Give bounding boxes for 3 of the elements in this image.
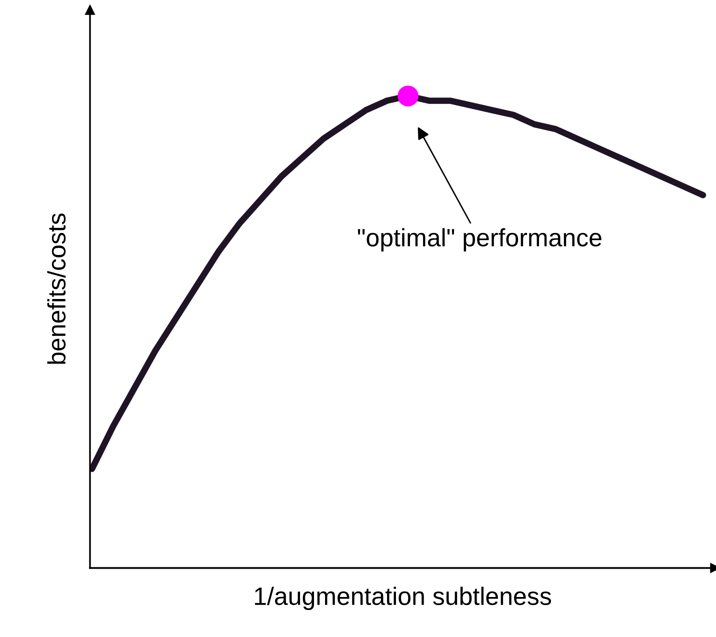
annotation: "optimal" performance [358,228,602,252]
y-axis-title: benefits/costs [47,213,66,364]
x-axis-title: 1/augmentation subtleness [255,586,552,610]
